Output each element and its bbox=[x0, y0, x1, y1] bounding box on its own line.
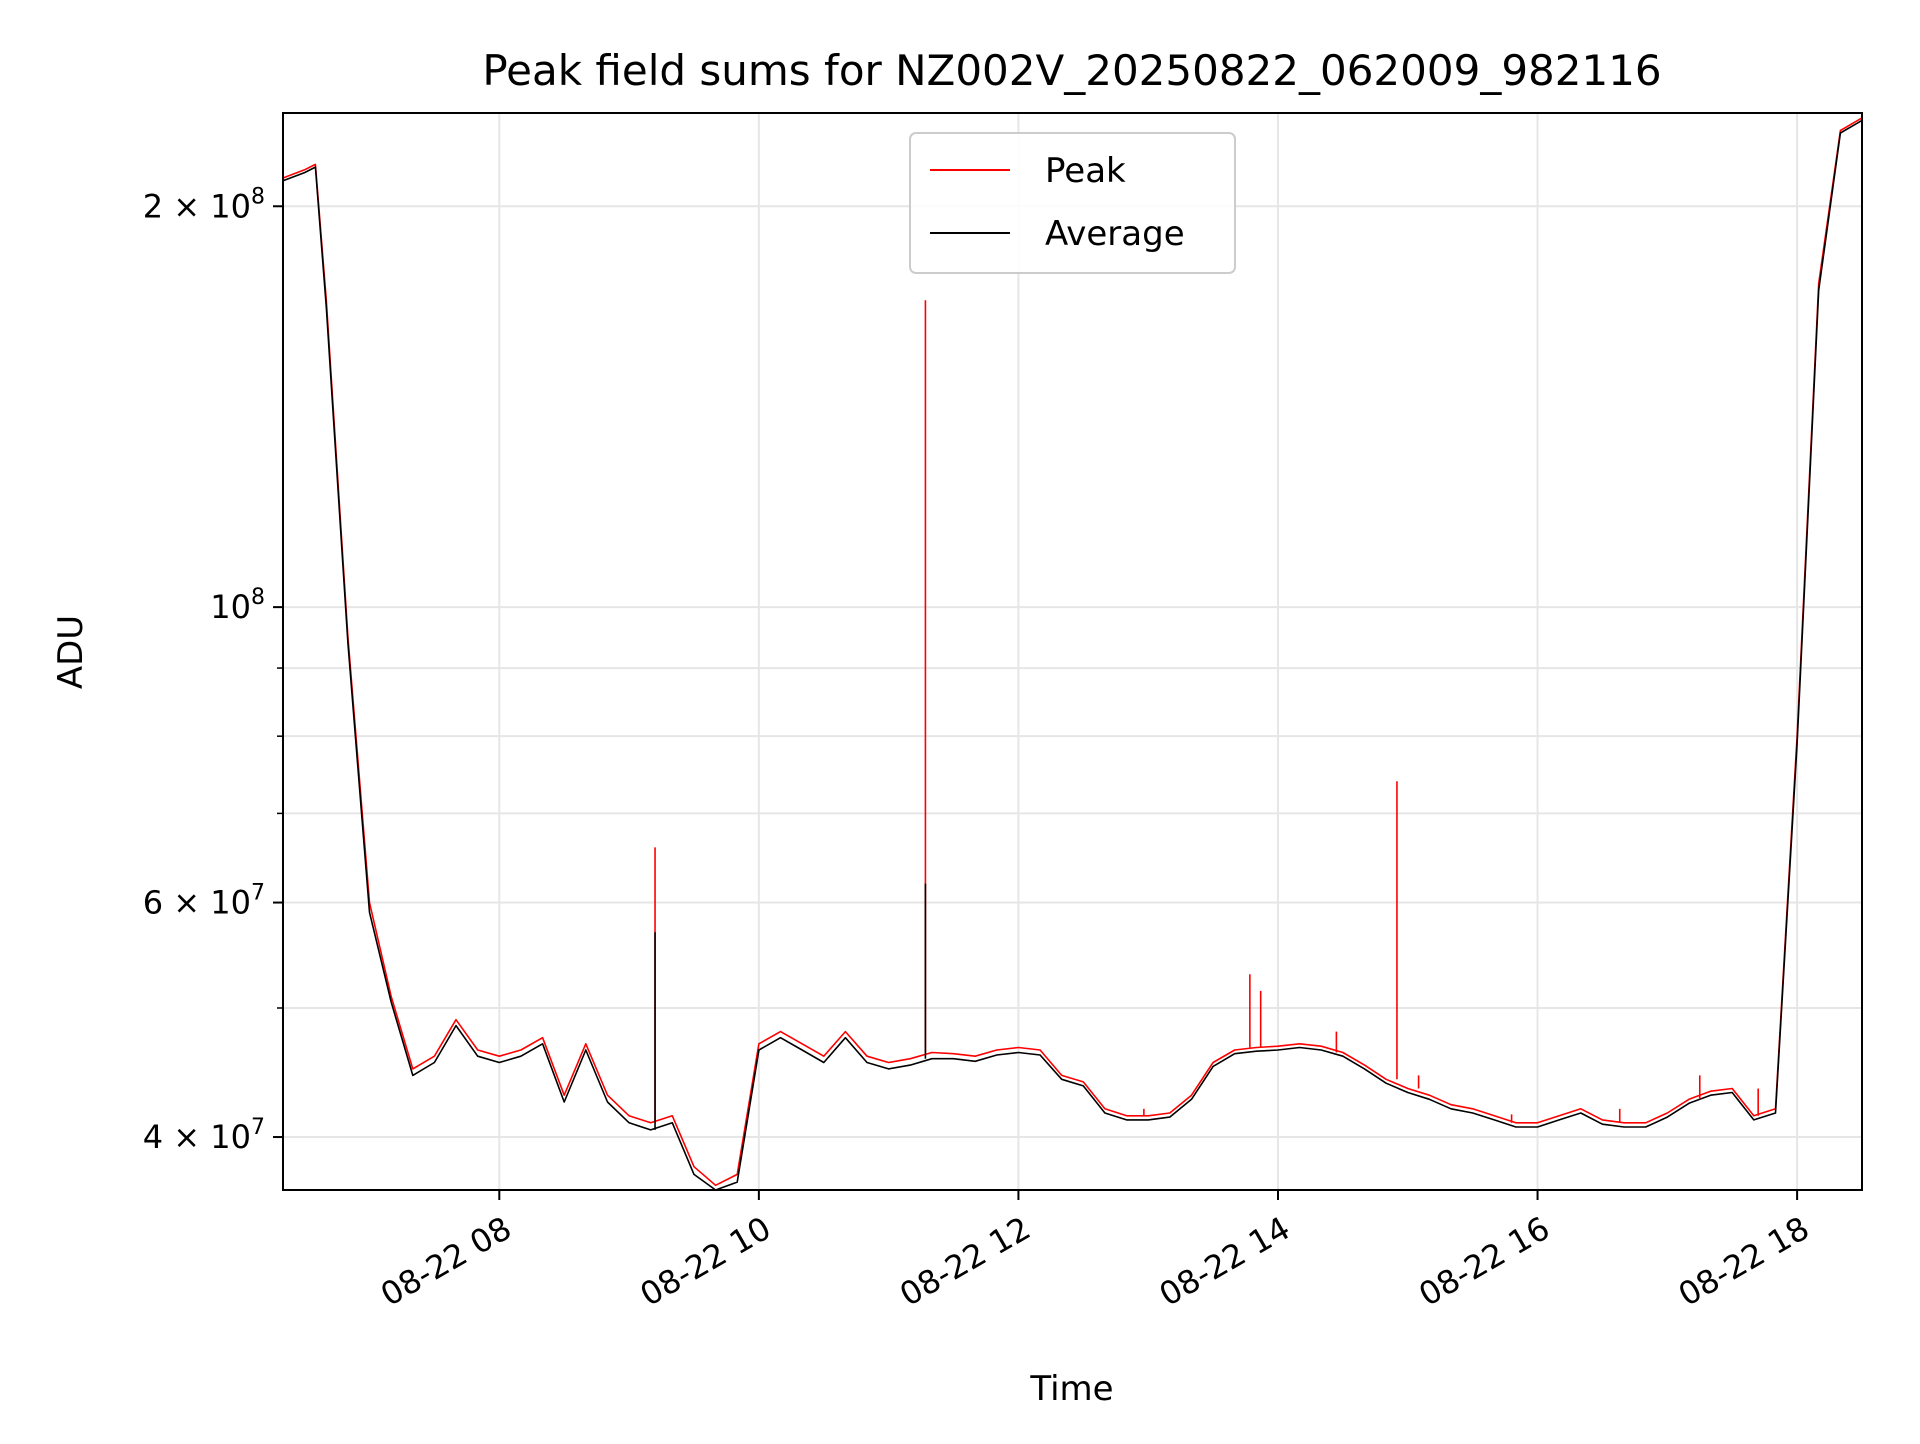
x-tick-label: 08-22 12 bbox=[893, 1209, 1037, 1314]
chart-title: Peak field sums for NZ002V_20250822_0620… bbox=[482, 46, 1661, 95]
legend-frame bbox=[909, 132, 1236, 274]
y-tick-label: 2 × 108 bbox=[143, 184, 265, 225]
legend-peak-label: Peak bbox=[1045, 151, 1126, 191]
x-tick-label: 08-22 18 bbox=[1672, 1209, 1816, 1314]
y-tick-label: 4 × 107 bbox=[143, 1115, 265, 1156]
series-line-peak bbox=[282, 117, 1863, 1187]
x-tick-label: 08-22 14 bbox=[1153, 1209, 1297, 1314]
y-tick-label: 6 × 107 bbox=[143, 881, 265, 922]
legend-average-label: Average bbox=[1045, 214, 1185, 254]
y-axis-label: ADU bbox=[51, 615, 91, 689]
grid-lines bbox=[283, 113, 1862, 1190]
x-tick-label: 08-22 10 bbox=[634, 1209, 778, 1314]
y-tick-label: 108 bbox=[210, 585, 265, 626]
x-tick-label: 08-22 08 bbox=[374, 1209, 518, 1314]
series-line-average bbox=[282, 119, 1863, 1191]
x-axis-label: Time bbox=[1029, 1369, 1113, 1409]
x-tick-label: 08-22 16 bbox=[1412, 1209, 1556, 1314]
legend: Peak Average bbox=[909, 132, 1236, 274]
plot-area-frame bbox=[282, 112, 1863, 1191]
data-series bbox=[282, 117, 1863, 1191]
axes: 08-22 08 08-22 10 08-22 12 08-22 14 08-22 16… bbox=[143, 184, 1816, 1314]
